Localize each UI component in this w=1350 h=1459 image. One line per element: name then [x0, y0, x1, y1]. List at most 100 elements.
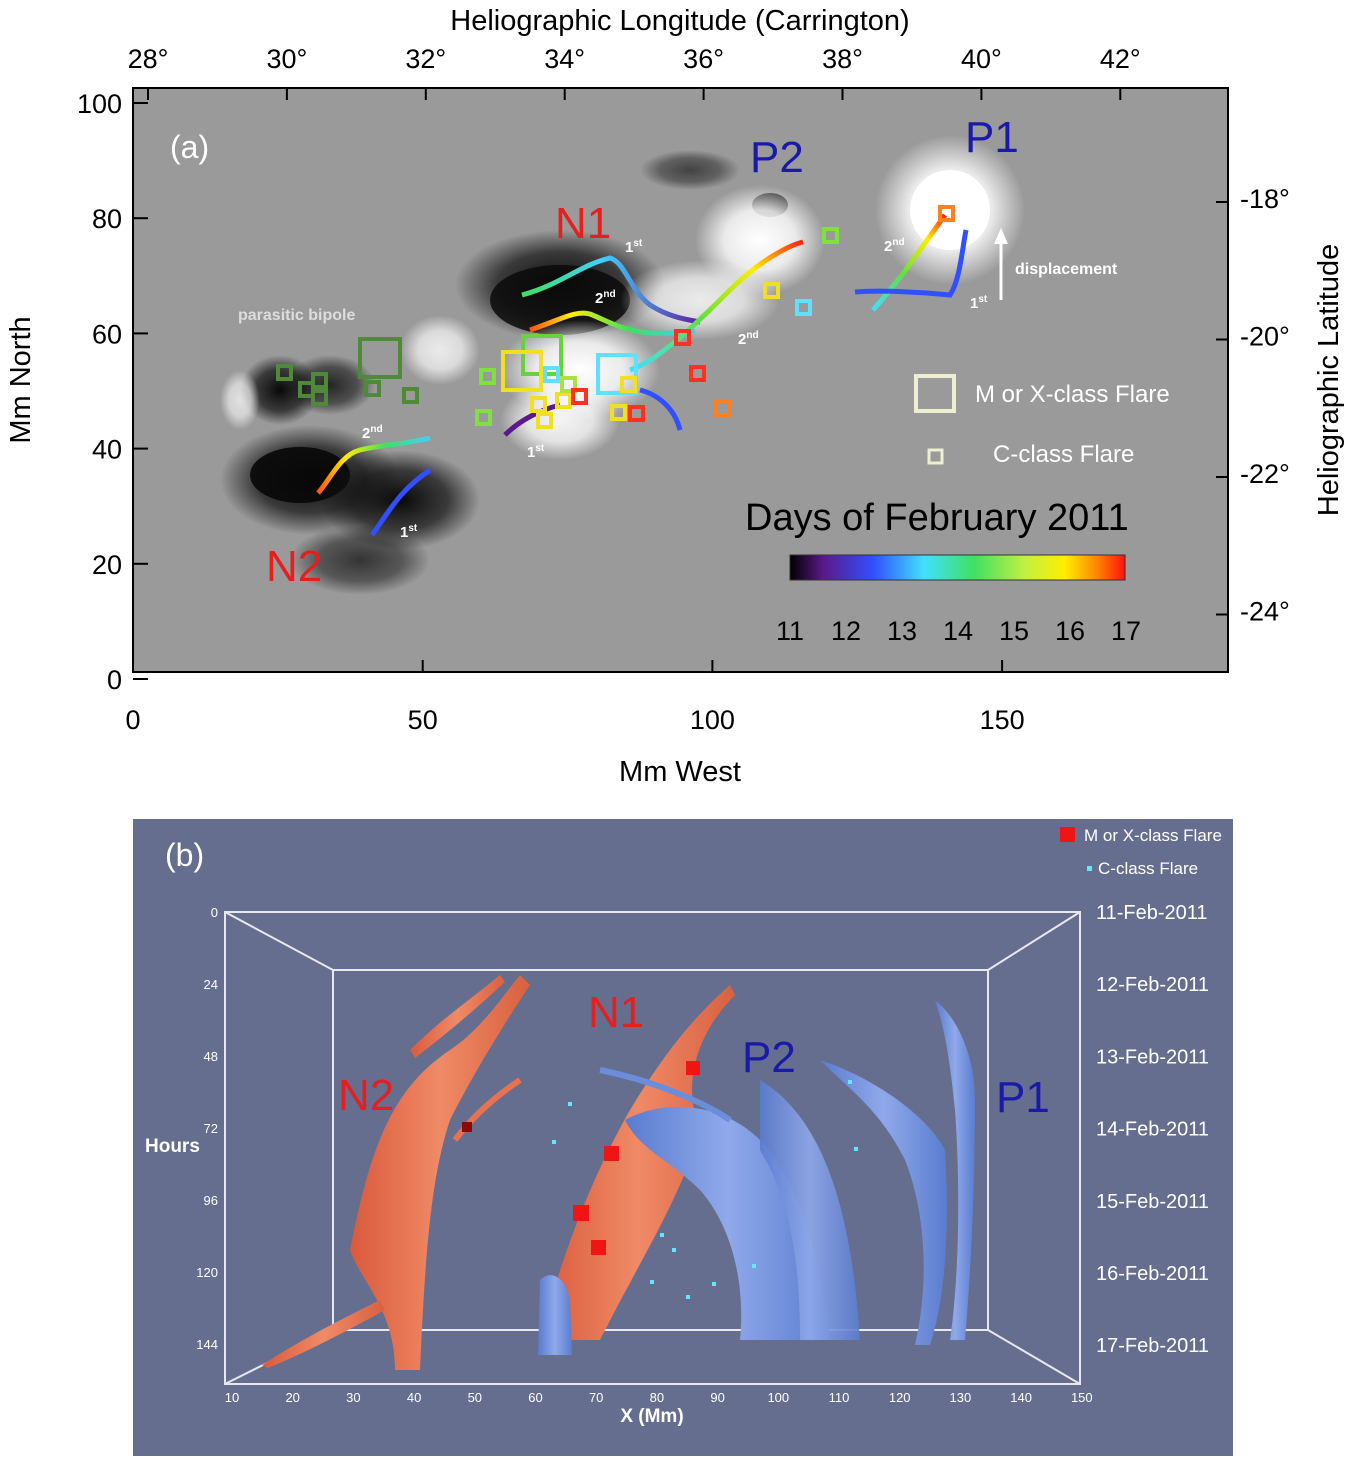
colorbar-tick-label: 17: [1111, 616, 1141, 646]
c-flare-box: [610, 404, 627, 421]
colorbar-tick-label: 12: [831, 616, 861, 646]
p2-trail-dots: [639, 387, 683, 431]
bottom-tick-label: 0: [125, 705, 140, 735]
panel-b-label-n2: N2: [338, 1071, 394, 1120]
bottom-tick-label: 100: [690, 705, 735, 735]
panel-b-date-label: 14-Feb-2011: [1096, 1119, 1209, 1141]
legend-c-flare-box: [927, 448, 944, 465]
panel-b-legend-m-label: M or X-class Flare: [1084, 826, 1222, 845]
c-flare-box: [555, 392, 572, 409]
label-p1: P1: [965, 113, 1019, 162]
panel-b-date-label: 16-Feb-2011: [1096, 1263, 1209, 1285]
panel-b-y-tick-label: 120: [196, 1265, 218, 1280]
colorbar-tick-label: 11: [776, 616, 804, 646]
left-tick-label: 20: [92, 550, 122, 580]
m-flare-box: [358, 337, 402, 379]
c-flare-box: [571, 388, 588, 405]
c-flare-box: [620, 376, 637, 393]
colorbar-tick-label: 15: [999, 616, 1029, 646]
c-flare-box: [364, 380, 381, 397]
colorbar: [789, 554, 1126, 581]
svg-text:1st: 1st: [625, 238, 643, 256]
svg-text:1st: 1st: [527, 443, 545, 461]
panel-b-m-flares: [462, 1061, 700, 1255]
c-flare-box: [530, 396, 547, 413]
panel-a-label: (a): [170, 129, 209, 165]
panel-b-y-tick-label: 0: [211, 905, 218, 920]
c-flare-box: [689, 365, 706, 382]
left-tick-label: 80: [92, 204, 122, 234]
label-n2: N2: [266, 542, 322, 591]
positive-polarity-regions: [220, 135, 1025, 460]
label-p2: P2: [750, 133, 804, 182]
svg-text:2nd: 2nd: [595, 289, 616, 307]
panel-b-x-tick-label: 10: [225, 1390, 239, 1405]
panel-b-y-tick-label: 24: [204, 977, 218, 992]
top-tick-label: 28°: [128, 44, 169, 74]
top-axis-ticks: 28° 30° 32° 34° 36° 38° 40° 42°: [128, 44, 1141, 74]
colorbar-tick-label: 13: [887, 616, 917, 646]
flare-markers: [276, 205, 955, 429]
displacement-arrowhead: [994, 228, 1008, 244]
colorbar-ticks: 11 12 13 14 15 16 17: [776, 616, 1141, 646]
left-tick-label: 40: [92, 435, 122, 465]
panel-b-legend-c-marker: [1087, 866, 1092, 871]
top-tick-label: 36°: [683, 44, 724, 74]
panel-b-x-tick-label: 140: [1010, 1390, 1032, 1405]
c-flare-box: [822, 227, 839, 244]
panel-b-label: (b): [165, 837, 204, 873]
panel-b-y-tick-label: 96: [204, 1193, 218, 1208]
panel-b-date-label: 17-Feb-2011: [1096, 1335, 1209, 1357]
left-axis-title: Mm North: [5, 316, 37, 443]
c-flare-box: [402, 387, 419, 404]
panel-b-date-label: 11-Feb-2011: [1096, 902, 1208, 924]
top-tick-label: 38°: [822, 44, 863, 74]
top-tick-label: 42°: [1100, 44, 1141, 74]
top-axis-title: Heliographic Longitude (Carrington): [450, 5, 909, 37]
svg-text:2nd: 2nd: [738, 330, 759, 348]
panel-b-x-tick-label: 70: [589, 1390, 603, 1405]
panel-b-x-tick-label: 20: [285, 1390, 299, 1405]
m-flare-box: [501, 350, 543, 392]
c-flare-box: [536, 412, 553, 429]
panel-b-x-tick-label: 130: [950, 1390, 972, 1405]
left-tick-label: 60: [92, 319, 122, 349]
c-flare-box: [674, 329, 691, 346]
panel-b-x-tick-label: 30: [346, 1390, 360, 1405]
n1-trail-dots: [503, 402, 561, 437]
displacement-label: displacement: [1015, 261, 1118, 278]
colorbar-tick-label: 16: [1055, 616, 1085, 646]
svg-text:2nd: 2nd: [362, 424, 383, 442]
colorbar-tick-label: 14: [943, 616, 973, 646]
c-flare-box: [543, 366, 560, 383]
panel-b-date-label: 15-Feb-2011: [1096, 1191, 1209, 1213]
c-flare-box: [311, 372, 328, 389]
c-flare-box: [311, 389, 328, 406]
top-tick-label: 32°: [405, 44, 446, 74]
panel-b-x-tick-label: 80: [650, 1390, 664, 1405]
bottom-tick-label: 150: [980, 705, 1025, 735]
left-axis-ticks: 100 80 60 40 20 0: [77, 89, 122, 695]
panel-b-x-tick-label: 60: [528, 1390, 542, 1405]
right-tick-label: -18°: [1240, 184, 1290, 214]
n2-trail-1st: [369, 467, 432, 537]
bottom-axis-title: Mm West: [619, 756, 741, 788]
panel-b-date-labels: 11-Feb-2011 12-Feb-2011 13-Feb-2011 14-Feb-…: [1096, 902, 1209, 1357]
svg-text:2nd: 2nd: [884, 237, 905, 255]
colorbar-title: Days of February 2011: [745, 497, 1129, 539]
p2-trail: [629, 239, 804, 373]
panel-b-x-ticks: 10 20 30 40 50 60 70 80 90 100 110 120 130 140 150: [225, 1390, 1093, 1405]
panel-b-x-title: X (Mm): [620, 1406, 683, 1427]
panel-b-y-tick-label: 72: [204, 1121, 218, 1136]
svg-text:1st: 1st: [970, 294, 988, 312]
right-axis-title: Heliographic Latitude: [1313, 244, 1345, 516]
trail-order-labels: 1st 2nd 2nd 2nd 1st 2nd 1st 1st: [362, 237, 988, 541]
panel-b-legend-c-label: C-class Flare: [1098, 859, 1198, 878]
c-flare-box: [763, 282, 780, 299]
parasitic-bipole-label: parasitic bipole: [238, 307, 355, 324]
panel-b-y-title: Hours: [145, 1136, 200, 1157]
c-flare-box: [560, 376, 577, 393]
panel-b-y-tick-label: 144: [196, 1337, 218, 1352]
panel-b-x-tick-label: 150: [1071, 1390, 1093, 1405]
